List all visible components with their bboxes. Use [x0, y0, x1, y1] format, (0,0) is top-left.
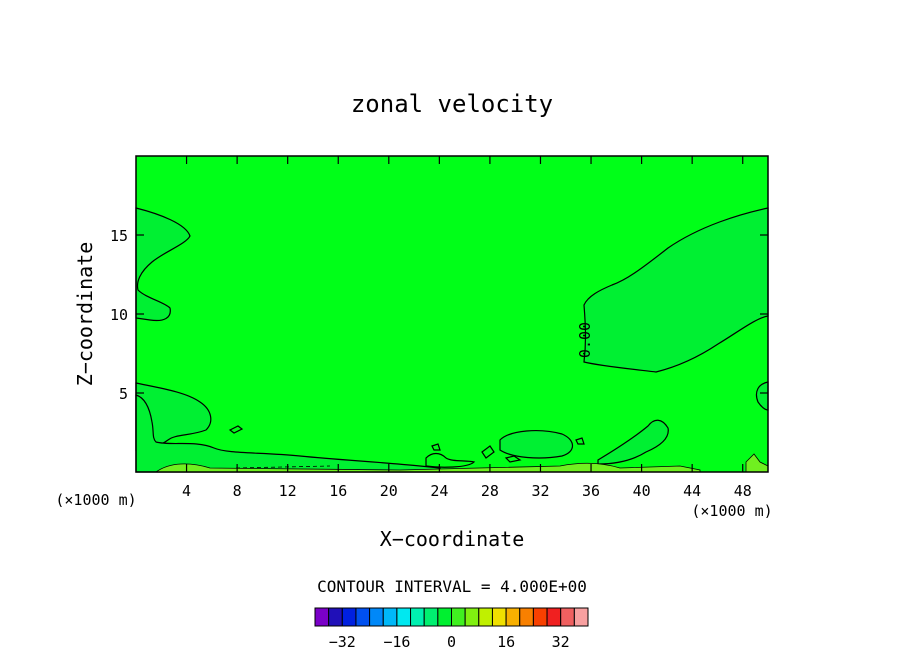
x-axis-label: X−coordinate	[380, 527, 525, 551]
colorbar-swatch	[464, 607, 480, 627]
colorbar-swatch	[478, 607, 493, 627]
contour-region-right-bump	[597, 419, 669, 465]
y-axis-label: Z−coordinate	[73, 242, 97, 387]
contour-island	[425, 452, 476, 468]
y-axis: 5 10 15	[110, 227, 768, 403]
colorbar-swatch	[505, 607, 521, 627]
colorbar-swatch	[382, 607, 398, 627]
contour-island	[228, 425, 244, 434]
bottom-band-yellow	[154, 462, 701, 473]
colorbar-tick-label: 32	[552, 633, 570, 651]
colorbar-swatch	[519, 607, 534, 627]
colorbar	[314, 607, 589, 627]
colorbar-swatch	[546, 607, 562, 627]
x-tick-label: 20	[380, 482, 398, 500]
colorbar-swatch	[423, 607, 439, 627]
x-unit-label-right: (×1000 m)	[691, 502, 772, 520]
contour-fills	[135, 207, 769, 473]
contour-island	[431, 443, 441, 451]
chart-title: zonal velocity	[351, 90, 553, 118]
contour-island	[481, 445, 495, 459]
colorbar-labels: −32 −16 0 16 32	[329, 633, 570, 651]
colorbar-swatch	[451, 607, 466, 627]
x-axis: 4 8 12 16 20 24 28 32 36 40 44 48	[182, 156, 752, 500]
colorbar-swatch	[491, 607, 507, 627]
contour-region-right-edge	[755, 381, 769, 411]
contour-region-upper-right	[583, 207, 769, 373]
colorbar-swatch	[396, 607, 412, 627]
colorbar-tick-label: −16	[383, 633, 410, 651]
x-tick-label: 12	[279, 482, 297, 500]
contour-interval-text: CONTOUR INTERVAL = 4.000E+00	[317, 577, 587, 596]
contour-label: 0.00	[576, 322, 594, 358]
x-tick-label: 48	[734, 482, 752, 500]
contour-islands	[228, 425, 585, 468]
contour-region-lower-band	[135, 394, 441, 473]
x-tick-label: 28	[481, 482, 499, 500]
colorbar-swatch	[410, 607, 425, 627]
colorbar-tick-label: 0	[447, 633, 456, 651]
x-unit-label-left: (×1000 m)	[55, 491, 136, 509]
x-tick-label: 16	[329, 482, 347, 500]
y-tick-label: 15	[110, 227, 128, 245]
x-tick-label: 44	[683, 482, 701, 500]
x-tick-label: 36	[582, 482, 600, 500]
colorbar-swatch	[532, 607, 548, 627]
contour-region-upper-left	[135, 207, 191, 322]
colorbar-swatch	[314, 607, 330, 627]
contour-region-mid-bump	[499, 430, 574, 459]
colorbar-swatch	[437, 607, 453, 627]
colorbar-tick-label: 16	[497, 633, 515, 651]
contour-island	[575, 437, 585, 445]
colorbar-swatch	[369, 607, 384, 627]
x-tick-label: 24	[430, 482, 448, 500]
x-tick-label: 8	[233, 482, 242, 500]
colorbar-tick-label: −32	[329, 633, 356, 651]
colorbar-swatch	[341, 607, 357, 627]
bottom-dashed-contour	[235, 465, 331, 469]
x-tick-label: 4	[182, 482, 191, 500]
y-tick-label: 10	[110, 306, 128, 324]
colorbar-swatch	[560, 607, 575, 627]
x-tick-label: 32	[531, 482, 549, 500]
y-tick-label: 5	[119, 385, 128, 403]
plot-area: 0.00	[135, 155, 769, 473]
colorbar-swatch	[328, 607, 343, 627]
x-tick-label: 40	[633, 482, 651, 500]
colorbar-swatch	[573, 607, 589, 627]
colorbar-swatch	[355, 607, 371, 627]
contour-island	[504, 455, 522, 463]
